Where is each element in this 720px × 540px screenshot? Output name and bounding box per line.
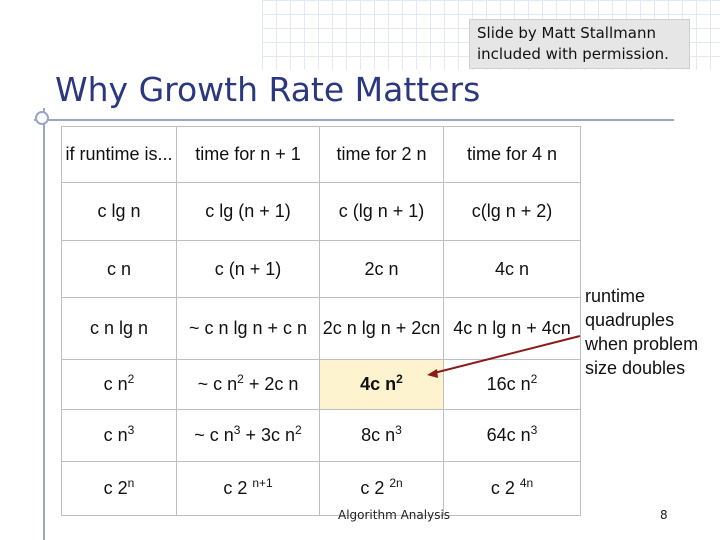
table-cell: c(lg n + 2) [443,182,581,241]
table-cell: ~ c n lg n + c n [176,297,320,360]
table-row: c 2n c 2 n+1 c 2 2n c 2 4n [61,461,581,516]
footer-text: Algorithm Analysis [338,508,451,522]
table-cell: 8c n3 [319,409,444,462]
header-cell: time for 2 n [319,126,444,183]
table-cell: 4c n lg n + 4cn [443,297,581,360]
table-cell: c n3 [61,409,177,462]
credit-box: Slide by Matt Stallmann included with pe… [469,19,690,69]
table-cell: c (n + 1) [176,240,320,298]
table-cell: c lg (n + 1) [176,182,320,241]
table-cell: 2c n lg n + 2cn [319,297,444,360]
table-cell: ~ c n3 + 3c n2 [176,409,320,462]
table-cell: 16c n2 [443,359,581,410]
vertical-rule [43,108,45,540]
header-cell: time for 4 n [443,126,581,183]
header-cell: time for n + 1 [176,126,320,183]
table-cell: c 2n [61,461,177,516]
table-cell: c 2 2n [319,461,444,516]
table-cell: 2c n [319,240,444,298]
credit-line-2: included with permission. [477,45,669,63]
annotation-note: runtime quadruples when problem size dou… [585,286,699,378]
table-row: c n3 ~ c n3 + 3c n2 8c n3 64c n3 [61,409,581,462]
table-cell: c lg n [61,182,177,241]
table-cell: c n [61,240,177,298]
table-cell: c n2 [61,359,177,410]
header-cell: if runtime is... [61,126,177,183]
table-cell: c 2 4n [443,461,581,516]
table-cell: 4c n [443,240,581,298]
horizontal-rule [34,119,674,121]
growth-table: if runtime is... time for n + 1 time for… [61,126,581,516]
bullet-icon [35,111,49,125]
slide-title: Why Growth Rate Matters [55,70,481,109]
table-cell: c 2 n+1 [176,461,320,516]
credit-line-1: Slide by Matt Stallmann [477,24,656,42]
table-row: c n lg n ~ c n lg n + c n 2c n lg n + 2cn 4… [61,297,581,360]
table-cell: ~ c n2 + 2c n [176,359,320,410]
table-cell: 64c n3 [443,409,581,462]
table-row: c n2 ~ c n2 + 2c n 4c n2 16c n2 [61,359,581,410]
table-cell: c (lg n + 1) [319,182,444,241]
table-header-row: if runtime is... time for n + 1 time for… [61,126,581,183]
table-cell: 4c n2 [319,359,444,410]
page-number: 8 [660,508,668,522]
table-cell: c n lg n [61,297,177,360]
